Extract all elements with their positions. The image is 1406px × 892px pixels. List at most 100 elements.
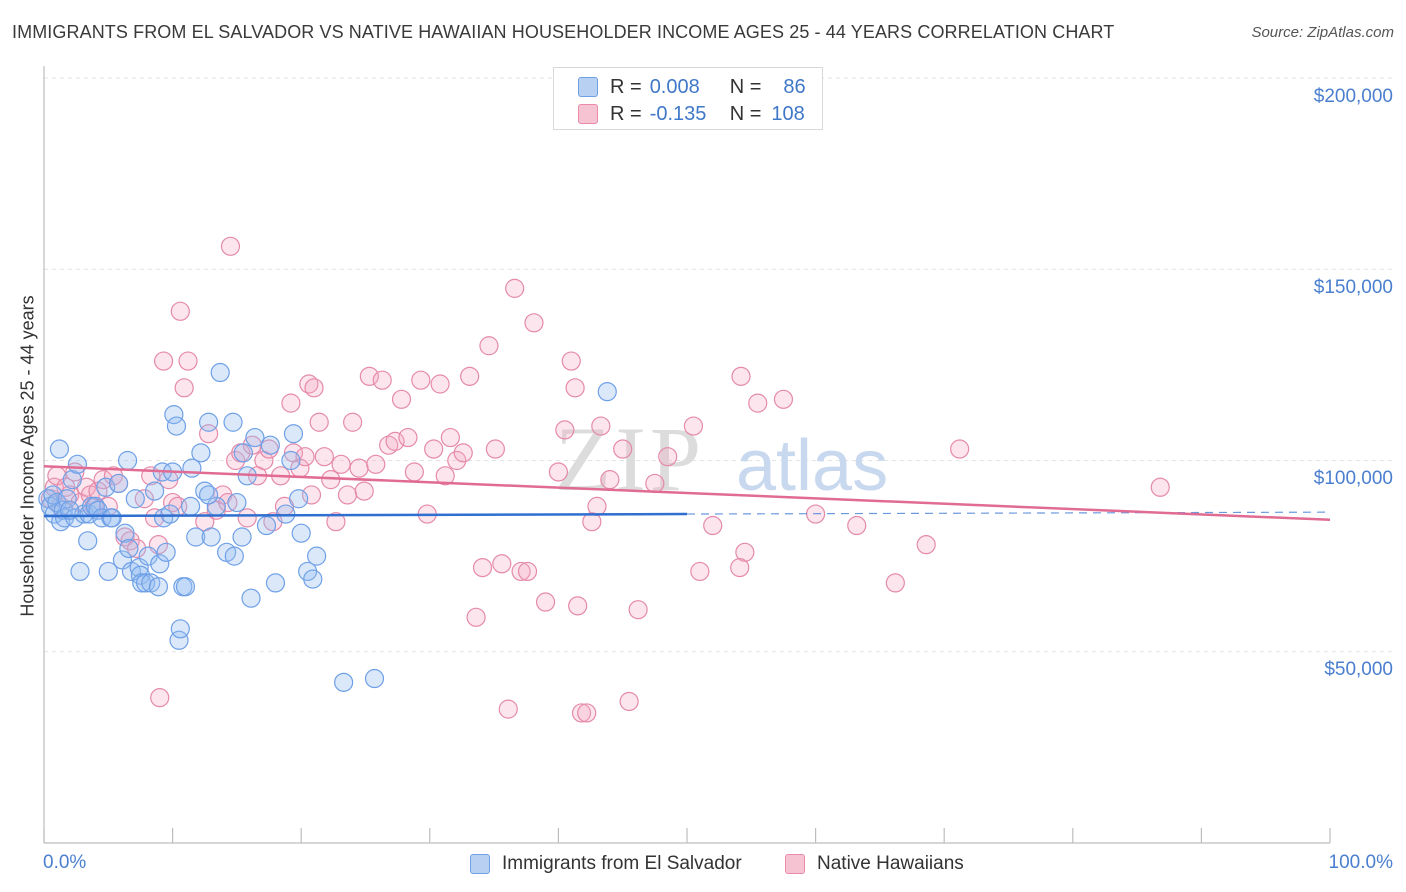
data-point — [98, 561, 118, 582]
data-point — [199, 424, 219, 444]
data-point — [260, 435, 280, 455]
series-native-hawaiians — [40, 236, 1170, 723]
series-el-salvador — [38, 362, 617, 692]
legend-swatch-blue — [470, 854, 490, 874]
data-point — [548, 462, 569, 482]
data-point — [150, 554, 170, 574]
data-point — [220, 236, 241, 256]
data-point — [424, 439, 444, 459]
y-tick-label: $50,000 — [1324, 659, 1393, 680]
data-point — [78, 531, 98, 551]
data-point — [435, 466, 455, 486]
legend-n-value: 86 — [783, 75, 806, 98]
data-point — [472, 557, 493, 578]
data-point — [628, 600, 648, 620]
data-point — [568, 596, 588, 616]
data-point — [144, 481, 165, 501]
source-credit: Source: ZipAtlas.com — [1251, 24, 1394, 41]
data-point — [223, 412, 243, 432]
data-point — [148, 577, 169, 597]
data-point — [385, 431, 405, 451]
data-point — [354, 481, 374, 501]
data-point — [916, 535, 936, 555]
data-point — [108, 473, 129, 494]
data-point — [447, 450, 467, 471]
data-point — [283, 424, 304, 444]
legend-swatch-pink — [785, 854, 805, 874]
data-point — [224, 546, 244, 566]
data-point — [314, 447, 334, 467]
legend-label: Native Hawaiians — [817, 853, 964, 874]
data-point — [582, 512, 602, 532]
data-point — [735, 542, 755, 562]
data-point — [117, 450, 138, 471]
data-point — [153, 351, 174, 371]
legend-item-native-hawaiians[interactable]: Native Hawaiians — [785, 852, 964, 876]
data-point — [366, 454, 386, 474]
data-point — [289, 489, 309, 509]
data-point — [337, 485, 358, 505]
data-point — [460, 366, 480, 386]
data-point — [150, 688, 170, 708]
data-point — [561, 351, 581, 371]
data-point — [295, 447, 315, 467]
data-point — [163, 492, 183, 513]
data-point — [303, 569, 323, 589]
legend-label: Immigrants from El Salvador — [502, 853, 742, 874]
data-point — [241, 588, 261, 608]
gridlines — [44, 77, 1392, 653]
data-point — [232, 527, 252, 547]
data-point — [950, 439, 970, 459]
data-point — [57, 489, 77, 509]
data-point — [125, 489, 145, 509]
data-point — [440, 427, 460, 448]
data-point — [498, 699, 518, 719]
data-point — [309, 412, 329, 432]
data-point — [156, 542, 176, 562]
y-tick-label: $100,000 — [1313, 468, 1393, 489]
data-point — [485, 439, 505, 459]
data-point — [199, 412, 219, 432]
data-point — [166, 416, 187, 436]
legend-n-label: N = — [729, 75, 762, 98]
data-point — [505, 278, 525, 298]
data-point — [364, 668, 385, 689]
data-point — [126, 538, 147, 559]
data-point — [334, 672, 354, 692]
legend-swatch-pink — [578, 104, 598, 124]
data-point — [349, 458, 369, 478]
data-point — [96, 477, 116, 497]
data-point — [304, 378, 324, 398]
data-point — [233, 443, 253, 463]
x-tick-label-right: 100.0% — [1328, 852, 1393, 873]
data-point — [186, 527, 206, 547]
data-point — [67, 454, 88, 474]
data-point — [683, 416, 704, 436]
data-point — [577, 703, 597, 723]
data-point — [600, 470, 620, 490]
data-point — [411, 370, 431, 390]
data-point — [256, 515, 277, 536]
data-point — [524, 313, 544, 333]
data-point — [115, 523, 135, 543]
data-point — [281, 450, 301, 471]
data-point — [331, 454, 351, 474]
data-point — [181, 496, 201, 516]
data-point — [453, 443, 473, 463]
axes — [43, 66, 1331, 844]
data-point — [565, 378, 585, 398]
legend-row-el-salvador: R = 0.008 N = 86 — [578, 75, 806, 99]
data-point — [138, 546, 158, 566]
data-point — [199, 485, 219, 505]
data-point — [227, 492, 247, 513]
legend-item-el-salvador[interactable]: Immigrants from El Salvador — [470, 852, 742, 876]
trend-lines — [43, 464, 1331, 522]
data-point — [175, 577, 196, 597]
chart-title: IMMIGRANTS FROM EL SALVADOR VS NATIVE HA… — [12, 22, 1115, 42]
data-point — [191, 443, 211, 463]
data-point — [301, 485, 322, 505]
data-point — [597, 382, 617, 402]
data-point — [174, 378, 194, 398]
data-point — [404, 462, 424, 482]
